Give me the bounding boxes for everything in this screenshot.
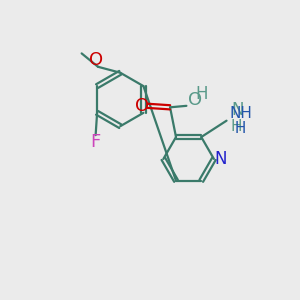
Text: O: O <box>89 51 103 69</box>
Text: N: N <box>214 150 227 168</box>
Text: O: O <box>135 97 149 115</box>
Text: H: H <box>231 119 242 134</box>
Text: N: N <box>231 101 244 119</box>
Text: NH
 H: NH H <box>230 106 252 136</box>
Text: O: O <box>188 92 202 110</box>
Text: H: H <box>195 85 208 103</box>
Text: F: F <box>91 133 101 151</box>
